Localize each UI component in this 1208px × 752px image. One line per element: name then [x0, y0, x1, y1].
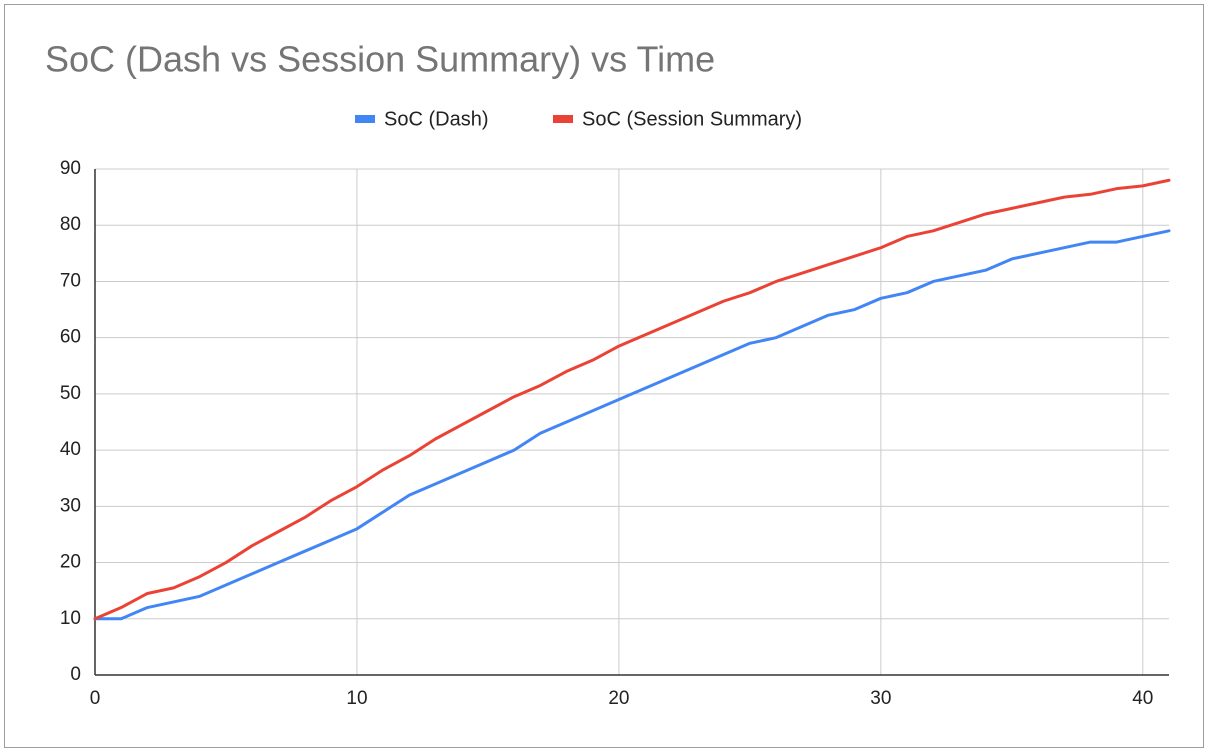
- y-tick-label: 70: [60, 270, 81, 291]
- legend-swatch: [553, 115, 573, 123]
- y-tick-label: 40: [60, 439, 81, 460]
- y-tick-label: 60: [60, 327, 81, 348]
- series-line: [93, 178, 1171, 621]
- y-tick-label: 10: [60, 608, 81, 629]
- x-tick-label: 20: [608, 688, 629, 709]
- y-tick-label: 20: [60, 552, 81, 573]
- legend-label: SoC (Session Summary): [582, 108, 802, 130]
- chart-title: SoC (Dash vs Session Summary) vs Time: [45, 39, 715, 80]
- y-tick-label: 30: [60, 495, 81, 516]
- legend-swatch: [355, 115, 375, 123]
- x-tick-label: 40: [1132, 688, 1153, 709]
- x-tick-label: 0: [90, 688, 101, 709]
- x-tick-label: 10: [346, 688, 367, 709]
- legend-label: SoC (Dash): [384, 108, 488, 130]
- series-line: [93, 229, 1171, 621]
- y-tick-label: 80: [60, 214, 81, 235]
- x-tick-label: 30: [870, 688, 891, 709]
- y-tick-label: 50: [60, 383, 81, 404]
- y-tick-label: 0: [70, 664, 81, 685]
- chart-frame: [4, 4, 1204, 748]
- y-tick-label: 90: [60, 158, 81, 179]
